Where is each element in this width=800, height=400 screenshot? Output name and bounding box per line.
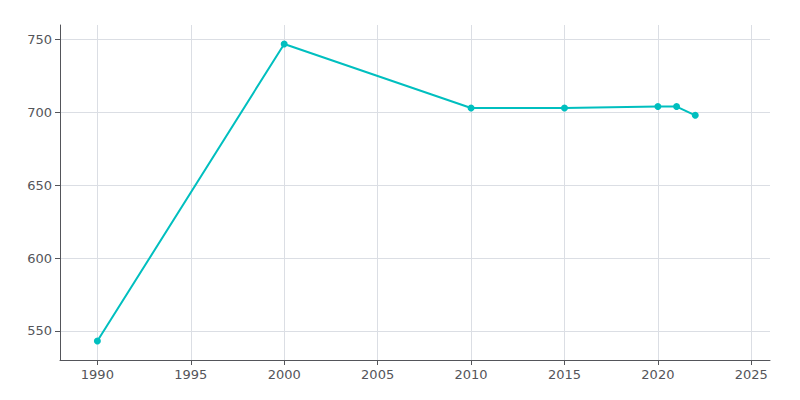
svg-text:1990: 1990 <box>81 367 114 382</box>
svg-text:2025: 2025 <box>735 367 768 382</box>
svg-text:600: 600 <box>27 251 52 266</box>
svg-text:650: 650 <box>27 178 52 193</box>
svg-text:2020: 2020 <box>641 367 674 382</box>
svg-text:550: 550 <box>27 323 52 338</box>
svg-text:2000: 2000 <box>268 367 301 382</box>
svg-text:2005: 2005 <box>361 367 394 382</box>
svg-text:2010: 2010 <box>455 367 488 382</box>
svg-text:1995: 1995 <box>174 367 207 382</box>
svg-text:2015: 2015 <box>548 367 581 382</box>
svg-text:750: 750 <box>27 32 52 47</box>
svg-text:700: 700 <box>27 105 52 120</box>
